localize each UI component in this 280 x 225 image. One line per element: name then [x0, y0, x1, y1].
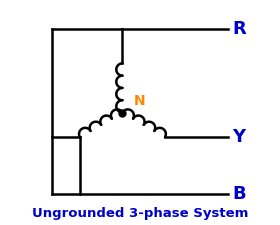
Text: B: B [232, 185, 246, 203]
Text: Ungrounded 3-phase System: Ungrounded 3-phase System [32, 207, 248, 220]
Text: Y: Y [232, 128, 245, 146]
Text: R: R [232, 20, 246, 38]
Text: N: N [133, 94, 145, 108]
